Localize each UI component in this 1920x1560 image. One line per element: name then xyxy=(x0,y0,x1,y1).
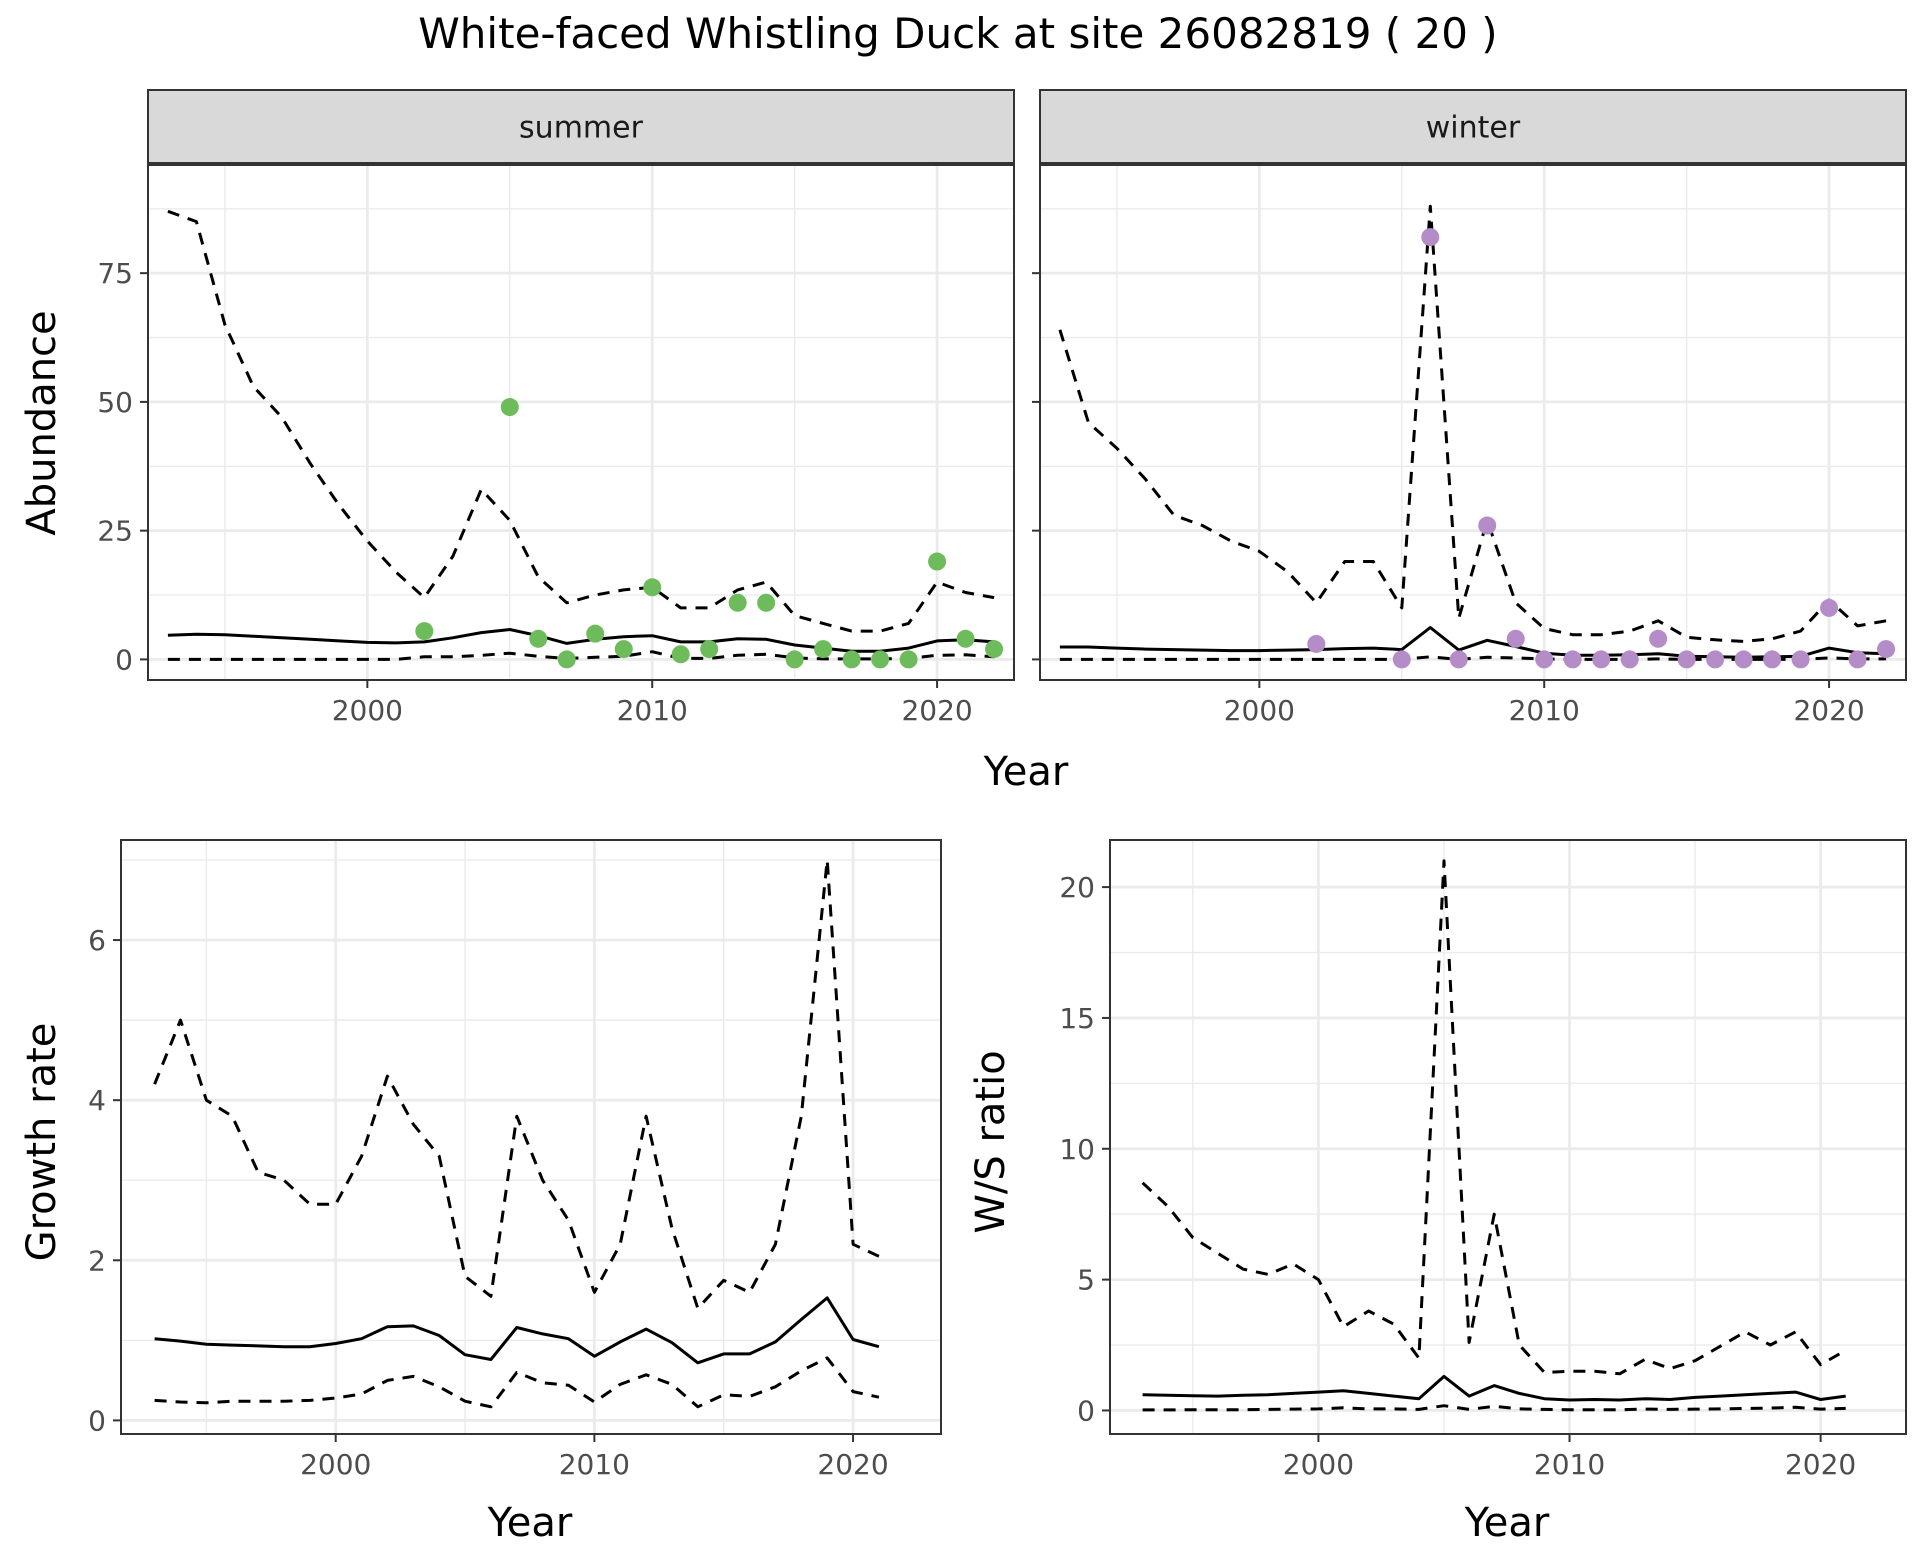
x-tick-label: 2020 xyxy=(817,1448,888,1481)
y-tick-label: 0 xyxy=(88,1404,106,1437)
x-tick-label: 2010 xyxy=(617,694,688,727)
data-point xyxy=(814,640,833,659)
data-point xyxy=(1478,516,1497,535)
x-tick-label: 2000 xyxy=(1224,694,1295,727)
y-tick-label: 6 xyxy=(88,924,106,957)
x-tick-label: 2020 xyxy=(1793,694,1864,727)
series-line-lower xyxy=(154,1356,880,1409)
panel-border xyxy=(147,164,1015,681)
data-point xyxy=(757,593,776,612)
data-point xyxy=(1706,650,1725,669)
series-line-upper xyxy=(167,209,995,633)
data-point xyxy=(1392,650,1411,669)
data-point xyxy=(1592,650,1611,669)
data-point xyxy=(1649,629,1668,648)
data-point xyxy=(1677,650,1696,669)
series-line-upper xyxy=(1058,204,1887,643)
data-point xyxy=(1506,629,1525,648)
winter-panel: winter 2000 2010 2020 xyxy=(1032,89,1907,727)
series-line-upper xyxy=(1141,859,1847,1376)
series-line-upper xyxy=(153,858,880,1310)
series-line-lower xyxy=(167,650,995,661)
facet-strip xyxy=(1039,89,1907,164)
plot-area xyxy=(148,165,1014,680)
x-tick-label: 2000 xyxy=(1283,1448,1354,1481)
data-point xyxy=(1620,650,1639,669)
plot-area xyxy=(1040,165,1906,680)
data-point xyxy=(1734,650,1753,669)
series-line-estimate xyxy=(154,1296,880,1365)
data-point xyxy=(1791,650,1810,669)
data-point xyxy=(557,650,576,669)
figure-title: White-faced Whistling Duck at site 26082… xyxy=(418,9,1497,58)
data-point xyxy=(1820,598,1839,617)
plot-area xyxy=(1110,840,1906,1434)
data-point xyxy=(871,650,890,669)
growth-x-axis-title: Year xyxy=(487,1500,573,1546)
data-point xyxy=(928,552,947,571)
series-line-lower xyxy=(1059,655,1887,661)
data-point xyxy=(1421,228,1440,247)
data-point xyxy=(1848,650,1867,669)
ratio-x-axis-title: Year xyxy=(1464,1500,1550,1546)
ratio-y-axis-title: W/S ratio xyxy=(968,1050,1014,1233)
data-point xyxy=(614,640,633,659)
y-tick-label: 25 xyxy=(97,515,133,548)
panel-border xyxy=(1039,164,1907,681)
x-tick-label: 2010 xyxy=(559,1448,630,1481)
x-tick-label: 2020 xyxy=(1785,1448,1856,1481)
x-tick-label: 2010 xyxy=(1509,694,1580,727)
panel-border xyxy=(1109,839,1907,1435)
facet-strip-label: summer xyxy=(519,111,644,146)
x-tick-label: 2000 xyxy=(332,694,403,727)
top-x-axis-title: Year xyxy=(983,749,1069,795)
y-tick-label: 50 xyxy=(97,386,133,419)
data-point xyxy=(956,629,975,648)
data-point xyxy=(415,622,434,641)
top-y-axis-title: Abundance xyxy=(19,310,65,535)
growth-y-axis-title: Growth rate xyxy=(19,1023,65,1262)
x-tick-label: 2020 xyxy=(901,694,972,727)
summer-panel: summer 2000 2010 2020 0 25 50 75 xyxy=(97,89,1015,727)
y-tick-label: 20 xyxy=(1059,871,1095,904)
y-tick-label: 0 xyxy=(1077,1394,1095,1427)
facet-strip-label: winter xyxy=(1426,111,1521,146)
data-point xyxy=(500,398,519,417)
facet-strip xyxy=(147,89,1015,164)
data-point xyxy=(643,578,662,597)
data-point xyxy=(899,650,918,669)
growth-rate-panel: 2000 2010 2020 0 2 4 6 xyxy=(88,839,942,1481)
data-point xyxy=(1535,650,1554,669)
data-point xyxy=(785,650,804,669)
data-point xyxy=(728,593,747,612)
y-tick-label: 15 xyxy=(1059,1002,1095,1035)
data-point xyxy=(586,624,605,643)
y-tick-label: 4 xyxy=(88,1084,106,1117)
data-point xyxy=(1563,650,1582,669)
data-point xyxy=(842,650,861,669)
data-point xyxy=(529,629,548,648)
data-point xyxy=(671,645,690,664)
data-point xyxy=(700,640,719,659)
ws-ratio-panel: 2000 2010 2020 0 5 10 15 20 xyxy=(1059,839,1907,1481)
panel-border xyxy=(120,839,942,1435)
data-point xyxy=(1877,640,1896,659)
data-point xyxy=(1449,650,1468,669)
x-tick-label: 2010 xyxy=(1534,1448,1605,1481)
y-tick-label: 5 xyxy=(1077,1264,1095,1297)
y-tick-label: 10 xyxy=(1059,1133,1095,1166)
data-point xyxy=(1763,650,1782,669)
y-tick-label: 2 xyxy=(88,1244,106,1277)
series-line-estimate xyxy=(167,628,995,653)
x-tick-label: 2000 xyxy=(300,1448,371,1481)
y-tick-label: 0 xyxy=(115,643,133,676)
data-point xyxy=(985,640,1004,659)
series-line-estimate xyxy=(1142,1374,1846,1402)
y-tick-label: 75 xyxy=(97,257,133,290)
data-point xyxy=(1307,634,1326,653)
